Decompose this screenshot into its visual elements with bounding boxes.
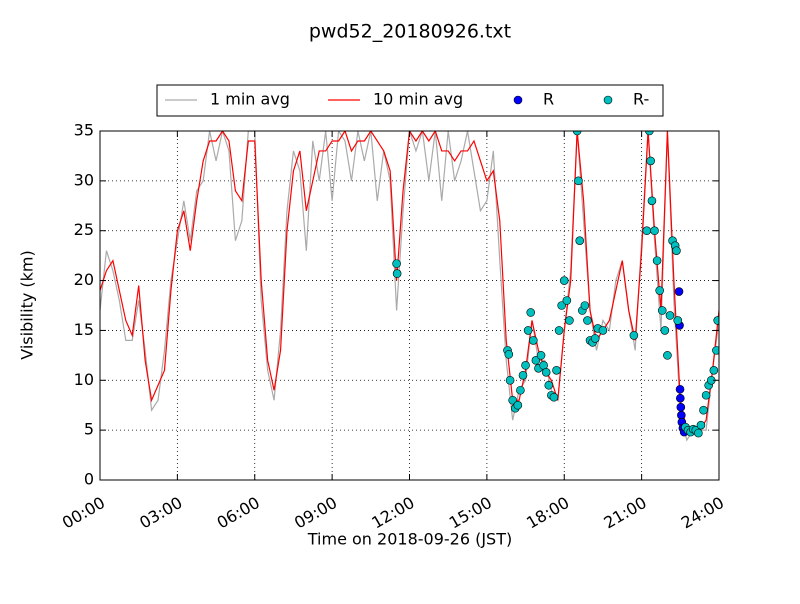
y-tick-label: 30 bbox=[74, 170, 94, 189]
series-line bbox=[100, 131, 719, 442]
data-point bbox=[526, 308, 536, 317]
data-point bbox=[516, 385, 525, 395]
data-point bbox=[528, 336, 538, 345]
data-point bbox=[709, 366, 719, 375]
data-point bbox=[699, 405, 708, 415]
data-point bbox=[672, 246, 681, 255]
legend-box bbox=[156, 84, 664, 117]
data-point bbox=[562, 296, 572, 305]
data-point bbox=[701, 390, 711, 400]
data-point bbox=[694, 428, 703, 438]
legend-label: 1 min avg bbox=[210, 90, 290, 109]
data-point bbox=[642, 226, 652, 236]
data-point bbox=[676, 393, 685, 403]
data-point bbox=[629, 331, 639, 340]
legend-marker bbox=[603, 95, 613, 105]
data-point bbox=[645, 131, 654, 136]
data-point bbox=[655, 286, 664, 295]
data-point bbox=[557, 301, 566, 310]
data-point bbox=[554, 326, 564, 335]
data-point bbox=[559, 276, 569, 285]
data-point bbox=[513, 400, 523, 410]
legend-label: R bbox=[543, 90, 554, 109]
data-point bbox=[523, 326, 533, 335]
y-tick-label: 20 bbox=[74, 270, 94, 289]
data-point bbox=[646, 156, 655, 166]
y-tick-label: 25 bbox=[74, 220, 94, 239]
data-point bbox=[676, 402, 686, 412]
data-point bbox=[536, 351, 546, 360]
data-point bbox=[574, 176, 583, 186]
legend-marker bbox=[513, 95, 523, 105]
y-tick-label: 5 bbox=[84, 420, 94, 439]
data-point bbox=[508, 395, 517, 405]
data-point bbox=[504, 350, 514, 359]
data-point bbox=[660, 326, 670, 335]
data-point bbox=[549, 392, 559, 402]
y-tick-label: 0 bbox=[84, 470, 94, 489]
data-point bbox=[696, 420, 706, 430]
data-point bbox=[583, 316, 592, 325]
data-point bbox=[663, 351, 672, 360]
series-line bbox=[100, 131, 719, 431]
y-tick-label: 35 bbox=[74, 121, 94, 140]
data-point bbox=[657, 306, 667, 315]
data-point bbox=[531, 356, 541, 365]
data-point bbox=[590, 334, 600, 343]
data-point bbox=[598, 326, 608, 335]
legend-label: R- bbox=[633, 90, 649, 109]
data-point bbox=[521, 361, 530, 370]
data-point bbox=[713, 316, 719, 325]
data-point bbox=[647, 196, 657, 206]
x-axis-label: Time on 2018-09-26 (JST) bbox=[307, 530, 512, 549]
chart-title: pwd52_20180926.txt bbox=[309, 21, 511, 43]
data-point bbox=[650, 226, 659, 236]
data-point bbox=[580, 301, 590, 310]
data-point bbox=[552, 366, 561, 375]
data-point bbox=[392, 259, 401, 268]
y-tick-label: 15 bbox=[74, 320, 94, 339]
data-point bbox=[518, 370, 528, 380]
data-point bbox=[572, 131, 582, 136]
data-point bbox=[541, 368, 551, 377]
data-point bbox=[712, 346, 719, 355]
data-point bbox=[665, 311, 675, 320]
data-point bbox=[673, 316, 683, 325]
data-point bbox=[674, 287, 684, 296]
data-point bbox=[392, 269, 402, 278]
data-point bbox=[575, 236, 585, 245]
plot-frame bbox=[99, 130, 720, 481]
data-point bbox=[505, 375, 515, 385]
data-point bbox=[652, 256, 662, 265]
y-tick-label: 10 bbox=[74, 370, 94, 389]
y-axis-label: Visibility (km) bbox=[18, 250, 37, 359]
data-point bbox=[565, 316, 574, 325]
data-point bbox=[544, 380, 554, 390]
legend-label: 10 min avg bbox=[373, 90, 463, 109]
data-point bbox=[675, 384, 685, 394]
